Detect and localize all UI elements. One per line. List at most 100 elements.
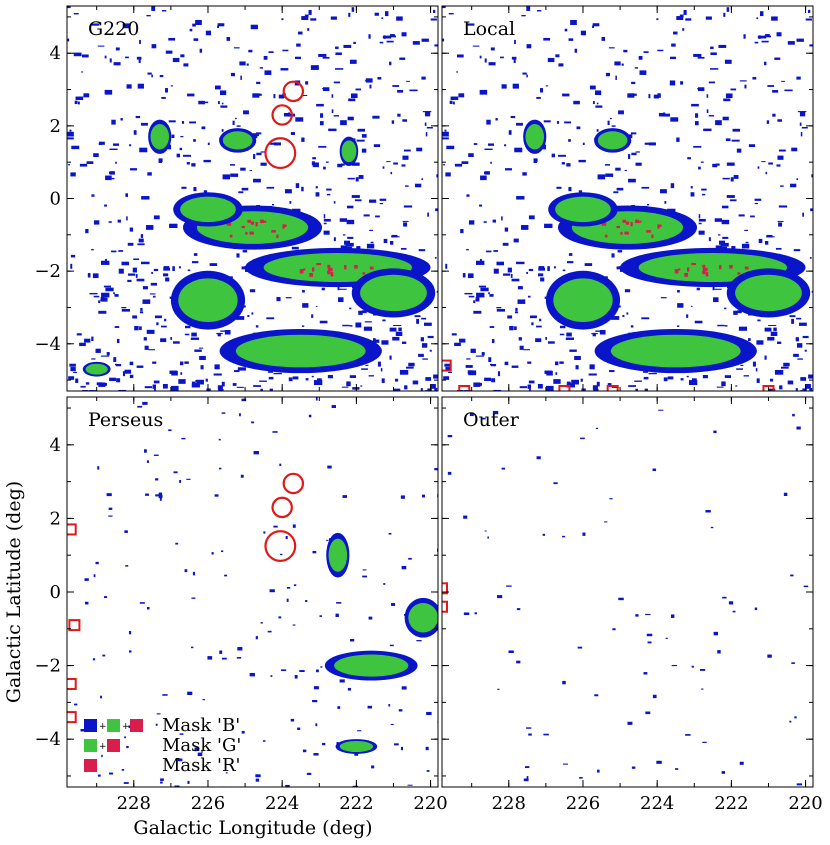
mask-b-pixel [285,297,292,299]
mask-b-pixel [180,54,185,58]
mask-b-pixel [257,93,262,96]
mask-b-pixel [687,157,691,160]
mask-b-pixel [686,375,689,378]
mask-b-pixel [156,322,159,326]
mask-r-pixel [299,269,304,274]
mask-b-pixel [335,46,339,50]
mask-b-pixel [222,174,231,180]
mask-b-pixel [124,736,126,739]
mask-b-pixel [611,125,616,127]
mask-b-pixel [192,23,196,27]
mask-b-pixel [677,303,684,308]
mask-b-pixel [805,18,812,21]
mask-b-pixel [333,237,336,242]
mask-b-pixel [113,292,115,295]
mask-b-pixel [87,273,91,278]
mask-b-pixel [357,128,366,132]
mask-b-pixel [473,310,482,314]
mask-b-pixel [111,250,117,253]
mask-b-pixel [256,152,262,156]
mask-g-region [85,363,108,375]
mask-b-pixel [517,286,523,290]
mask-b-pixel [721,205,729,209]
mask-b-pixel [187,93,195,97]
mask-b-pixel [592,101,595,105]
mask-b-pixel [127,242,134,246]
mask-b-pixel [639,70,647,75]
mask-b-pixel [70,367,76,372]
mask-b-pixel [101,754,103,758]
mask-b-pixel [745,241,749,244]
mask-b-pixel [700,161,704,163]
mask-b-pixel [221,550,224,553]
mask-b-pixel [323,218,331,222]
mask-b-pixel [115,161,117,164]
mask-b-pixel [412,41,420,45]
mask-b-pixel [597,769,600,773]
mask-b-pixel [355,88,362,91]
source-square-marker [442,600,448,613]
mask-b-pixel [720,242,729,247]
mask-b-pixel [322,87,330,92]
mask-b-pixel [69,363,76,367]
mask-b-pixel [796,343,803,348]
mask-b-pixel [160,338,167,343]
mask-b-pixel [191,332,197,337]
mask-b-pixel [638,55,643,60]
mask-b-pixel [663,377,668,382]
mask-r-pixel [601,222,607,226]
mask-b-pixel [147,606,150,610]
mask-b-pixel [98,310,107,314]
mask-b-pixel [235,316,245,320]
mask-b-pixel [135,115,141,119]
mask-b-pixel [234,117,237,120]
mask-b-pixel [190,337,200,340]
mask-b-pixel [217,25,220,28]
mask-b-pixel [67,38,70,42]
mask-b-pixel [420,337,424,342]
mask-b-pixel [155,478,159,481]
mask-b-pixel [735,385,738,387]
mask-b-pixel [628,178,636,183]
mask-b-pixel [691,103,699,107]
mask-b-pixel [492,219,496,223]
mask-b-pixel [768,388,776,391]
mask-b-pixel [149,293,156,295]
mask-b-pixel [795,388,798,391]
mask-b-pixel [626,312,629,315]
mask-b-pixel [193,139,196,142]
mask-b-pixel [117,219,121,223]
mask-b-pixel [442,137,449,140]
mask-b-pixel [102,654,106,657]
mask-b-pixel [800,132,803,137]
mask-b-pixel [713,430,717,434]
mask-r-pixel [719,265,722,270]
mask-b-pixel [301,16,309,21]
mask-b-pixel [181,121,185,124]
mask-b-pixel [139,39,141,45]
mask-b-pixel [724,59,732,64]
mask-b-pixel [556,121,560,124]
mask-b-pixel [739,80,747,82]
mask-b-pixel [179,147,183,151]
mask-b-pixel [207,142,210,145]
mask-b-pixel [522,72,527,75]
mask-b-pixel [578,159,586,163]
mask-b-pixel [342,234,346,236]
mask-b-pixel [73,52,82,57]
mask-b-pixel [461,161,469,164]
mask-b-pixel [319,121,324,126]
mask-b-pixel [797,111,807,113]
mask-b-pixel [772,113,776,117]
source-square-marker [442,359,452,372]
mask-b-pixel [448,12,454,15]
mask-b-pixel [199,48,203,53]
mask-b-pixel [543,144,547,150]
mask-b-pixel [115,47,120,51]
mask-b-pixel [739,761,744,765]
mask-b-pixel [159,497,162,501]
mask-b-pixel [770,331,778,337]
mask-b-pixel [702,375,708,379]
mask-b-pixel [769,378,774,382]
mask-b-pixel [596,102,599,105]
